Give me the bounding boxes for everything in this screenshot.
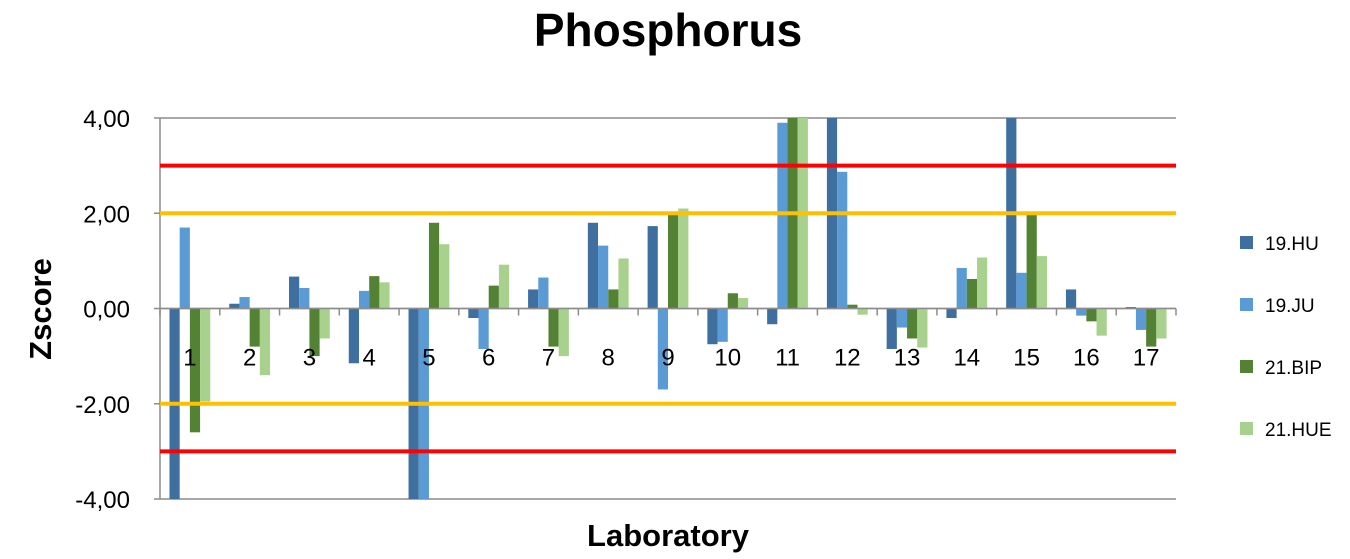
- bar: [478, 308, 489, 349]
- bar: [488, 285, 499, 309]
- bar: [847, 304, 858, 309]
- bar: [558, 308, 569, 357]
- legend-label: 21.BIP: [1265, 358, 1322, 379]
- y-tick-label: 4,00: [83, 106, 130, 133]
- bar: [647, 226, 658, 309]
- x-tick-label: 6: [482, 345, 495, 372]
- bar: [886, 308, 897, 349]
- x-tick-label: 17: [1133, 345, 1160, 372]
- bar: [229, 303, 240, 309]
- x-tick-label: 8: [602, 345, 615, 372]
- bar: [618, 258, 629, 309]
- bar: [707, 308, 718, 345]
- bar: [966, 278, 978, 309]
- bar: [249, 308, 260, 347]
- legend-label: 19.JU: [1265, 296, 1315, 317]
- y-tick-label: -4,00: [75, 487, 130, 514]
- bar: [358, 290, 370, 309]
- bar: [1076, 308, 1087, 316]
- bar: [299, 288, 310, 309]
- bar: [498, 264, 510, 309]
- bar: [668, 213, 679, 309]
- plot-area: 4,002,000,00-2,00-4,001 2 3 4 5 6 7 8 9 10 11 12 13 1…: [75, 106, 1177, 514]
- bar: [309, 308, 320, 357]
- bar: [917, 308, 928, 348]
- bar: [200, 308, 211, 402]
- bar: [289, 276, 300, 309]
- bar: [727, 293, 738, 309]
- legend-label: 21.HUE: [1265, 420, 1332, 441]
- x-tick-label: 3: [303, 345, 316, 372]
- bar: [737, 298, 749, 309]
- bar: [319, 308, 330, 339]
- x-tick-label: 15: [1013, 345, 1040, 372]
- x-tick-label: 13: [894, 345, 921, 372]
- x-tick-label: 2: [243, 345, 256, 372]
- bar: [946, 308, 957, 319]
- legend-swatch: [1240, 298, 1253, 311]
- bar: [428, 222, 440, 309]
- bar: [1146, 308, 1157, 347]
- bar: [1096, 308, 1107, 336]
- bar: [1135, 308, 1147, 330]
- bar: [1036, 256, 1047, 309]
- bar: [587, 222, 599, 309]
- y-tick-label: 0,00: [83, 297, 130, 324]
- bar: [348, 308, 359, 364]
- bar: [189, 308, 201, 433]
- bar: [657, 308, 668, 390]
- legend-label: 19.HU: [1265, 234, 1319, 255]
- bar: [538, 277, 549, 309]
- bar: [608, 289, 619, 309]
- x-tick-label: 1: [183, 345, 196, 372]
- bar: [777, 122, 788, 309]
- x-tick-label: 12: [834, 345, 861, 372]
- bar: [1086, 308, 1097, 322]
- chart-title: Phosphorus: [534, 4, 802, 56]
- bar: [1016, 272, 1027, 309]
- x-tick-label: 7: [542, 345, 555, 372]
- legend-swatch: [1240, 236, 1253, 249]
- x-tick-label: 9: [661, 345, 674, 372]
- bar: [259, 308, 271, 376]
- bar: [956, 268, 967, 309]
- bar: [598, 245, 609, 309]
- x-tick-label: 5: [422, 345, 435, 372]
- bar: [678, 208, 689, 309]
- y-tick-label: 2,00: [83, 201, 130, 228]
- x-tick-label: 11: [775, 345, 800, 372]
- bar: [439, 244, 450, 309]
- y-axis-title: Zscore: [23, 258, 58, 360]
- legend-swatch: [1240, 360, 1253, 373]
- legend-swatch: [1240, 422, 1253, 435]
- bar: [548, 308, 559, 347]
- x-axis-title: Laboratory: [587, 518, 750, 553]
- bar: [239, 297, 250, 309]
- x-tick-label: 16: [1073, 345, 1100, 372]
- bar: [179, 227, 190, 309]
- x-tick-label: 14: [953, 345, 980, 372]
- bar: [907, 308, 918, 339]
- bar: [468, 308, 479, 319]
- x-tick-label: 4: [363, 345, 376, 372]
- bar: [379, 282, 390, 309]
- x-tick-label: 10: [714, 345, 741, 372]
- bar: [837, 171, 848, 309]
- bar: [1065, 289, 1077, 309]
- legend: 19.HU 19.JU 21.BIP 21.HUE: [1240, 234, 1332, 441]
- bar: [369, 276, 380, 309]
- bar: [528, 289, 539, 309]
- bar: [977, 257, 988, 309]
- bar: [896, 308, 908, 328]
- bar: [767, 308, 778, 325]
- bar: [1156, 308, 1167, 339]
- bar: [1026, 213, 1037, 309]
- y-tick-label: -2,00: [75, 392, 130, 419]
- bar: [857, 308, 868, 315]
- bar: [717, 308, 728, 342]
